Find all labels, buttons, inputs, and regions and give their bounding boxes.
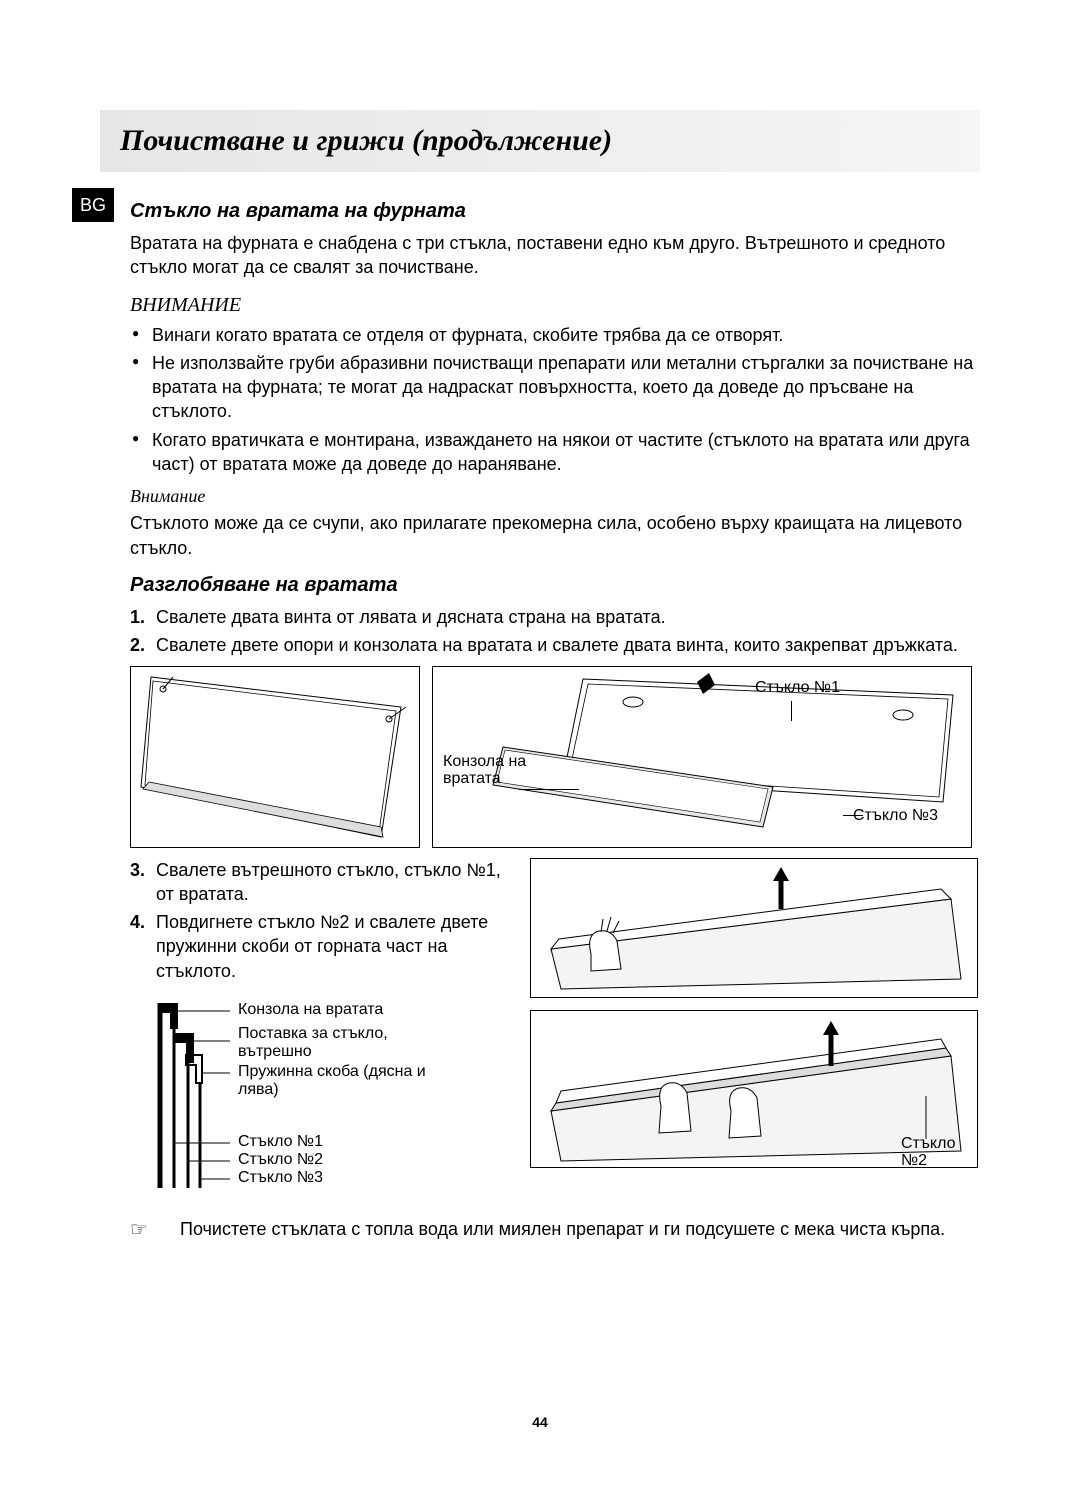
step-text: Свалете двата винта от лявата и дясната … xyxy=(156,607,666,627)
step-item: 2.Свалете двете опори и конзолата на вра… xyxy=(130,633,980,657)
warning-item: Винаги когато вратата се отделя от фурна… xyxy=(130,323,980,347)
cleaning-note: ☞ Почистете стъклата с топла вода или ми… xyxy=(130,1217,980,1244)
warning-item: Не използвайте груби абразивни почистващ… xyxy=(130,351,980,424)
page-title: Почистване и грижи (продължение) xyxy=(120,124,960,158)
figure-lift-glass2: Стъкло №2 xyxy=(530,1010,978,1168)
label-glass1: Стъкло №1 xyxy=(755,679,840,697)
door-screws-svg xyxy=(131,667,419,847)
lift-glass1-svg xyxy=(531,859,977,997)
page-number: 44 xyxy=(0,1414,1080,1430)
warning-item: Когато вратичката е монтирана, изваждане… xyxy=(130,428,980,477)
diag-bracket: Конзола на вратата xyxy=(238,1001,383,1019)
section2-heading: Разглобяване на вратата xyxy=(130,574,980,597)
diag-glass2: Стъкло №2 xyxy=(238,1151,323,1169)
row-2: 3.Свалете вътрешното стъкло, стъкло №1, … xyxy=(130,858,980,1203)
warning-heading: ВНИМАНИЕ xyxy=(130,294,980,317)
content: Стъкло на вратата на фурната Вратата на … xyxy=(100,200,980,1244)
figure-door-screws xyxy=(130,666,420,848)
cross-section-diagram: Конзола на вратата Поставка за стъкло, в… xyxy=(130,993,510,1203)
section1-intro: Вратата на фурната е снабдена с три стък… xyxy=(130,231,980,280)
step-item: 3.Свалете вътрешното стъкло, стъкло №1, … xyxy=(130,858,510,907)
label-bracket: Конзола на вратата xyxy=(443,753,553,788)
step-item: 1.Свалете двата винта от лявата и дяснат… xyxy=(130,605,980,629)
section1-heading: Стъкло на вратата на фурната xyxy=(130,200,980,223)
label-glass2: Стъкло №2 xyxy=(901,1135,971,1170)
note-icon: ☞ xyxy=(130,1217,160,1244)
diag-spring: Пружинна скоба (дясна и лява) xyxy=(238,1063,438,1100)
note-text: Почистете стъклата с топла вода или миял… xyxy=(180,1217,945,1244)
label-glass3: Стъкло №3 xyxy=(853,807,938,825)
diag-glass1: Стъкло №1 xyxy=(238,1133,323,1151)
title-bar: Почистване и грижи (продължение) xyxy=(100,110,980,172)
step-text: Повдигнете стъкло №2 и свалете двете пру… xyxy=(156,912,488,981)
figure-door-bracket: Стъкло №1 Конзола на вратата Стъкло №3 xyxy=(432,666,972,848)
warning-list: Винаги когато вратата се отделя от фурна… xyxy=(130,323,980,477)
caution-heading: Внимание xyxy=(130,486,980,507)
step-text: Свалете вътрешното стъкло, стъкло №1, от… xyxy=(156,860,501,904)
col-left: 3.Свалете вътрешното стъкло, стъкло №1, … xyxy=(130,858,510,1203)
figure-lift-glass1 xyxy=(530,858,978,998)
caution-text: Стъклото може да се счупи, ако прилагате… xyxy=(130,511,980,560)
language-badge: BG xyxy=(72,188,114,222)
steps-3-4: 3.Свалете вътрешното стъкло, стъкло №1, … xyxy=(130,858,510,983)
figure-row-1: Стъкло №1 Конзола на вратата Стъкло №3 xyxy=(130,666,980,848)
diag-glass3: Стъкло №3 xyxy=(238,1169,323,1187)
cross-section-svg xyxy=(130,993,240,1193)
step-text: Свалете двете опори и конзолата на врата… xyxy=(156,635,958,655)
steps-1-2: 1.Свалете двата винта от лявата и дяснат… xyxy=(130,605,980,658)
step-item: 4.Повдигнете стъкло №2 и свалете двете п… xyxy=(130,910,510,983)
col-right: Стъкло №2 xyxy=(530,858,978,1203)
diag-holder: Поставка за стъкло, вътрешно xyxy=(238,1025,438,1062)
page: Почистване и грижи (продължение) BG Стък… xyxy=(0,0,1080,1284)
